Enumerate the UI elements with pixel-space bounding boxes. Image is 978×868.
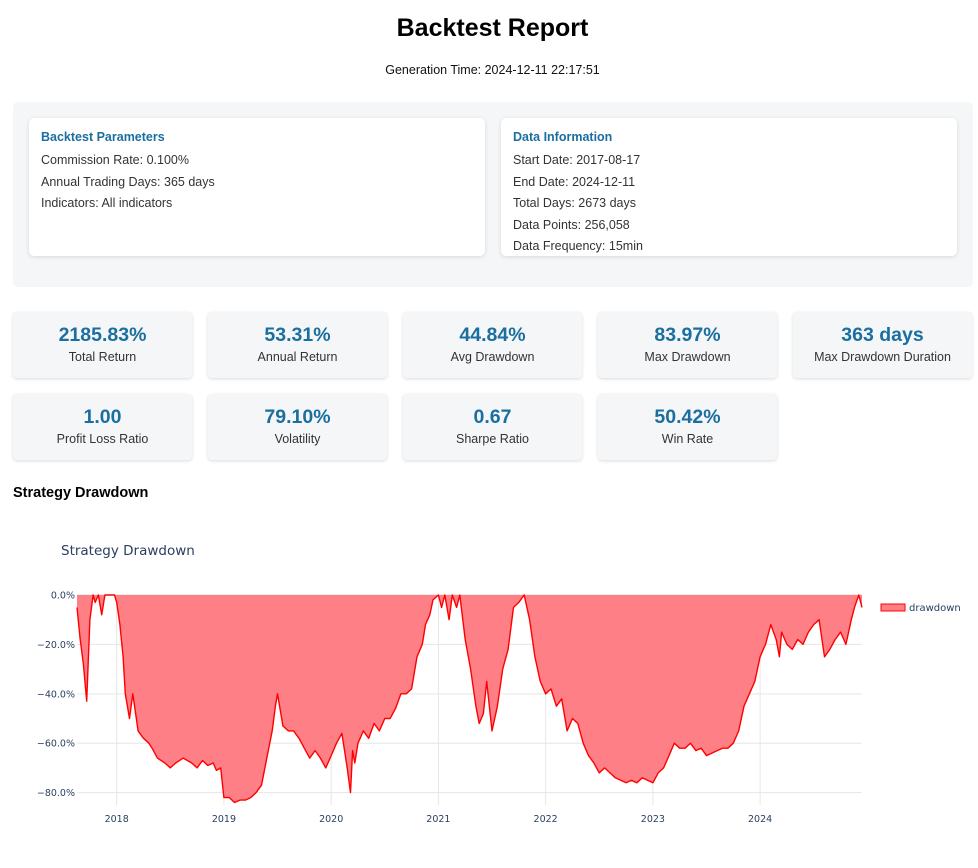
data-end-date: End Date: 2024-12-11 [513, 174, 636, 189]
drawdown-chart: Strategy Drawdown 0.0% −20.0% −40.0% −60.0%… [37, 543, 961, 826]
param-commission-rate: Commission Rate: 0.100% [41, 153, 189, 167]
chart-title: Strategy Drawdown [61, 543, 195, 559]
x-tick-label: 2024 [748, 814, 772, 825]
data-points: Data Points: 256,058 [513, 217, 630, 232]
param-indicators: Indicators: All indicators [41, 196, 173, 210]
section-title-strategy-drawdown: Strategy Drawdown [13, 485, 149, 501]
metric-label: Avg Drawdown [450, 350, 535, 364]
metric-value: 0.67 [473, 406, 512, 428]
metric-label: Total Return [68, 350, 137, 364]
backtest-parameters-heading: Backtest Parameters [41, 130, 165, 144]
x-tick-label: 2019 [212, 814, 236, 825]
metric-avg-drawdown: 44.84% Avg Drawdown [403, 312, 582, 378]
y-tick-label: −80.0% [37, 788, 75, 799]
param-annual-trading-days: Annual Trading Days: 365 days [41, 174, 215, 189]
x-tick-label: 2018 [105, 814, 129, 825]
x-tick-label: 2022 [534, 814, 558, 825]
metric-value: 1.00 [83, 406, 122, 428]
metric-value: 2185.83% [58, 324, 147, 346]
x-tick-label: 2020 [319, 814, 343, 825]
legend-swatch [880, 603, 906, 612]
metric-total-return: 2185.83% Total Return [13, 312, 192, 378]
metric-win-rate: 50.42% Win Rate [598, 394, 777, 460]
x-tick-label: 2023 [641, 814, 665, 825]
metric-annual-return: 53.31% Annual Return [208, 312, 387, 378]
metric-label: Profit Loss Ratio [56, 432, 149, 446]
metric-max-drawdown: 83.97% Max Drawdown [598, 312, 777, 378]
legend-label: drawdown [909, 603, 961, 614]
metric-label: Annual Return [257, 350, 338, 364]
metric-label: Sharpe Ratio [456, 432, 529, 446]
metric-profit-loss-ratio: 1.00 Profit Loss Ratio [13, 394, 192, 460]
report-title: Backtest Report [396, 14, 589, 42]
drawdown-area [77, 595, 862, 803]
y-tick-label: −20.0% [37, 640, 75, 651]
generation-time: Generation Time: 2024-12-11 22:17:51 [385, 63, 600, 77]
backtest-parameters-card: Backtest Parameters Commission Rate: 0.1… [29, 118, 485, 256]
drawdown-line [76, 594, 863, 804]
metric-label: Win Rate [661, 432, 714, 446]
data-frequency: Data Frequency: 15min [513, 239, 643, 253]
legend[interactable]: drawdown [880, 603, 961, 614]
metric-value: 83.97% [654, 324, 721, 346]
metric-label: Max Drawdown [644, 350, 731, 364]
y-tick-label: −40.0% [37, 689, 75, 700]
metric-label: Max Drawdown Duration [814, 350, 951, 364]
data-information-card: Data Information Start Date: 2017-08-17 … [501, 118, 957, 256]
axis-layer: 0.0% −20.0% −40.0% −60.0% −80.0% 2018 2019 2020… [37, 591, 772, 826]
y-tick-label: −60.0% [37, 739, 75, 750]
data-information-heading: Data Information [513, 130, 613, 144]
metric-volatility: 79.10% Volatility [208, 394, 387, 460]
metric-max-drawdown-duration: 363 days Max Drawdown Duration [793, 312, 972, 378]
metric-value: 363 days [841, 324, 924, 346]
x-tick-label: 2021 [426, 814, 450, 825]
metric-value: 53.31% [264, 324, 331, 346]
info-panel: Backtest Parameters Commission Rate: 0.1… [13, 102, 973, 287]
metric-value: 79.10% [264, 406, 331, 428]
metric-value: 50.42% [654, 406, 721, 428]
metric-value: 44.84% [459, 324, 526, 346]
metric-label: Volatility [274, 432, 321, 446]
data-total-days: Total Days: 2673 days [513, 196, 636, 210]
metric-sharpe-ratio: 0.67 Sharpe Ratio [403, 394, 582, 460]
y-tick-label: 0.0% [51, 591, 75, 602]
data-start-date: Start Date: 2017-08-17 [513, 153, 641, 167]
